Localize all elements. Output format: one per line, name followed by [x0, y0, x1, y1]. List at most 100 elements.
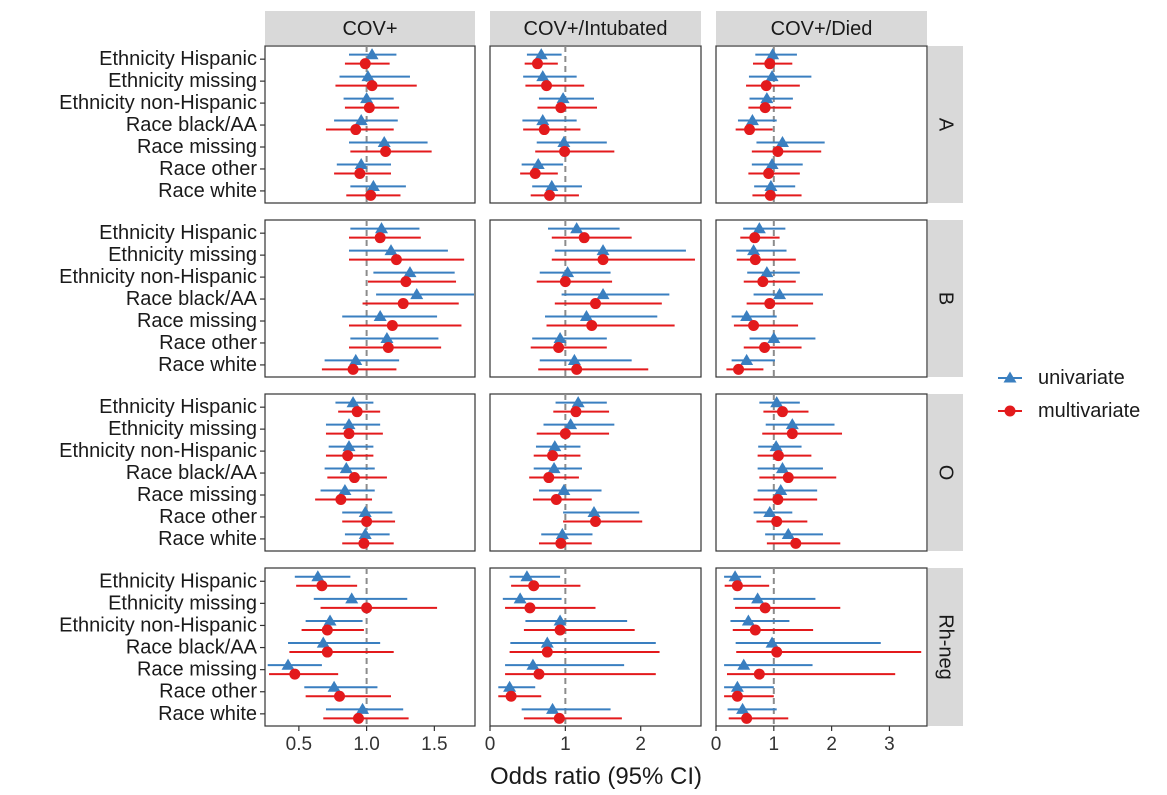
- univariate-point-race-missing: [557, 136, 571, 148]
- category-label-race-white: Race white: [158, 180, 257, 202]
- univariate-point-ethnicity-hispanic: [770, 396, 784, 408]
- univariate-point-ethnicity-non-hispanic: [548, 440, 562, 452]
- univariate-point-race-black-aa: [536, 114, 550, 126]
- univariate-point-race-white: [356, 702, 370, 714]
- category-label-ethnicity-non-hispanic: Ethnicity non-Hispanic: [59, 92, 257, 114]
- multivariate-point-race-black-aa: [764, 298, 776, 310]
- panel-border: [264, 45, 476, 204]
- legend-key-circle-icon: [1004, 405, 1016, 417]
- multivariate-point-race-white: [553, 712, 565, 724]
- multivariate-point-race-white: [571, 363, 583, 375]
- multivariate-point-race-other: [529, 167, 541, 179]
- category-label-race-missing: Race missing: [137, 484, 257, 506]
- panel-o-cov: [264, 393, 476, 552]
- panel-border: [715, 219, 928, 378]
- multivariate-point-ethnicity-hispanic: [776, 406, 788, 418]
- univariate-point-ethnicity-hispanic: [346, 396, 360, 408]
- multivariate-point-race-white: [764, 189, 776, 201]
- category-label-race-white: Race white: [158, 528, 257, 550]
- univariate-point-ethnicity-missing: [564, 418, 578, 430]
- multivariate-point-ethnicity-hispanic: [359, 58, 371, 70]
- multivariate-point-race-black-aa: [397, 298, 409, 310]
- univariate-point-race-black-aa: [540, 636, 554, 648]
- panel-border: [489, 567, 702, 727]
- panel-b-cov: [264, 219, 476, 378]
- panel-b-cov-intubated: [489, 219, 702, 378]
- multivariate-point-race-black-aa: [590, 298, 601, 310]
- multivariate-point-race-white: [352, 712, 364, 724]
- multivariate-point-race-other: [731, 690, 743, 702]
- strip-cov: [265, 11, 475, 45]
- univariate-point-ethnicity-missing: [765, 70, 779, 82]
- univariate-point-race-other: [767, 331, 781, 344]
- univariate-point-race-black-aa: [596, 288, 610, 300]
- univariate-point-race-black-aa: [339, 462, 353, 474]
- univariate-point-ethnicity-missing: [747, 244, 761, 256]
- multivariate-point-ethnicity-missing: [390, 254, 402, 266]
- univariate-point-ethnicity-missing: [596, 244, 610, 256]
- univariate-point-race-missing: [338, 484, 352, 496]
- category-label-race-black-aa: Race black/AA: [126, 114, 258, 136]
- multivariate-point-ethnicity-non-hispanic: [749, 624, 761, 636]
- univariate-point-race-other: [587, 505, 601, 518]
- category-label-race-other: Race other: [159, 506, 257, 528]
- univariate-point-ethnicity-missing: [384, 244, 398, 256]
- univariate-point-race-other: [730, 680, 744, 692]
- univariate-point-race-missing: [557, 484, 571, 496]
- multivariate-point-ethnicity-hispanic: [731, 580, 743, 592]
- multivariate-point-ethnicity-missing: [366, 80, 378, 92]
- univariate-point-race-other: [503, 680, 517, 692]
- multivariate-point-race-white: [790, 537, 802, 549]
- panel-border: [264, 393, 476, 552]
- x-tick-label: 1: [769, 734, 780, 755]
- univariate-point-ethnicity-hispanic: [571, 396, 585, 408]
- multivariate-point-race-missing: [380, 146, 392, 158]
- multivariate-point-ethnicity-hispanic: [316, 580, 328, 592]
- multivariate-point-race-other: [771, 515, 783, 527]
- multivariate-point-race-white: [555, 537, 567, 549]
- multivariate-point-race-other: [334, 690, 346, 702]
- panel-a-cov-intubated: [489, 45, 702, 204]
- panel-border: [715, 567, 928, 727]
- univariate-point-race-black-aa: [765, 636, 779, 648]
- multivariate-point-race-black-aa: [541, 646, 553, 658]
- x-tick-label: 0: [485, 734, 496, 755]
- multivariate-point-race-white: [733, 363, 745, 375]
- multivariate-point-ethnicity-hispanic: [528, 580, 540, 592]
- univariate-point-race-white: [781, 527, 795, 539]
- strip-cov-died: [716, 11, 927, 45]
- multivariate-point-ethnicity-non-hispanic: [559, 276, 571, 288]
- category-label-race-black-aa: Race black/AA: [126, 462, 258, 484]
- univariate-point-race-missing: [740, 310, 754, 322]
- multivariate-point-race-black-aa: [350, 124, 362, 136]
- univariate-point-race-other: [327, 680, 341, 692]
- univariate-point-ethnicity-hispanic: [375, 222, 389, 234]
- multivariate-point-race-black-aa: [782, 472, 794, 484]
- category-label-ethnicity-missing: Ethnicity missing: [108, 70, 257, 92]
- legend-key-triangle-icon: [1003, 371, 1017, 383]
- univariate-point-ethnicity-hispanic: [728, 570, 742, 582]
- x-tick-label: 1: [560, 734, 571, 755]
- multivariate-point-ethnicity-missing: [759, 602, 771, 614]
- category-label-race-missing: Race missing: [137, 659, 257, 681]
- multivariate-point-ethnicity-non-hispanic: [321, 624, 333, 636]
- univariate-point-race-white: [545, 179, 559, 191]
- x-tick-label: 0.5: [286, 734, 312, 755]
- category-label-race-other: Race other: [159, 681, 257, 703]
- univariate-point-race-missing: [774, 484, 788, 496]
- univariate-point-race-other: [765, 157, 779, 170]
- column-label-cov: COV+: [342, 18, 397, 40]
- univariate-point-race-black-aa: [354, 114, 368, 126]
- x-tick-label: 3: [884, 734, 895, 755]
- multivariate-point-race-other: [354, 167, 366, 179]
- category-label-ethnicity-hispanic: Ethnicity Hispanic: [99, 396, 257, 418]
- row-label-b: B: [935, 292, 957, 305]
- strip-a: [928, 46, 963, 203]
- univariate-point-race-white: [736, 702, 750, 714]
- multivariate-point-race-white: [544, 189, 556, 201]
- multivariate-point-ethnicity-hispanic: [531, 58, 543, 70]
- univariate-point-ethnicity-non-hispanic: [769, 440, 783, 452]
- panel-rh-neg-cov-intubated: [489, 567, 702, 727]
- univariate-point-ethnicity-missing: [785, 418, 799, 430]
- category-label-race-black-aa: Race black/AA: [126, 637, 258, 659]
